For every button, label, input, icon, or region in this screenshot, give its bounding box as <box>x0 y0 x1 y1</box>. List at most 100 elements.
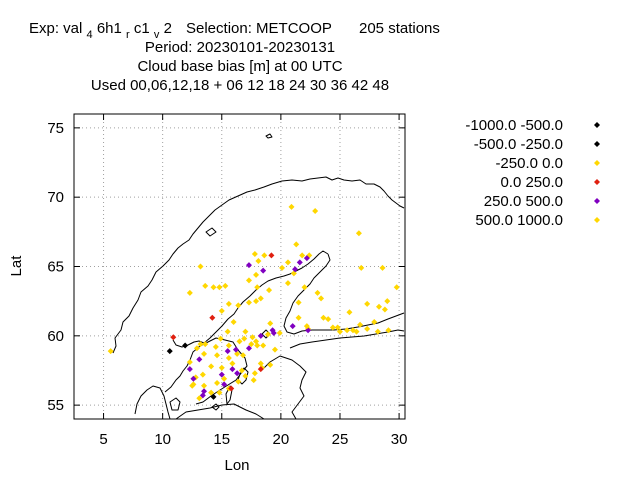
title-exp-prefix: Exp: val <box>29 20 82 37</box>
data-point-series-4 <box>234 370 241 377</box>
y-tick-label: 60 <box>47 328 64 345</box>
coastline-zealand <box>169 397 181 411</box>
data-point-series-2 <box>217 335 224 342</box>
data-point-series-4 <box>196 356 203 363</box>
data-point-series-2 <box>208 389 215 396</box>
title-exp-sub2: r <box>126 29 130 41</box>
data-point-series-3 <box>170 334 177 341</box>
title-exp-mid2: c1 <box>134 20 150 37</box>
data-points <box>107 203 400 402</box>
data-point-series-2 <box>196 395 203 402</box>
data-point-series-4 <box>303 255 310 262</box>
data-point-series-2 <box>320 314 327 321</box>
title-exp-sub1: 4 <box>87 29 93 41</box>
data-point-series-2 <box>293 241 300 248</box>
legend-marker <box>594 198 600 204</box>
data-point-series-2 <box>216 389 223 396</box>
data-point-series-2 <box>186 359 193 366</box>
legend: -1000.0 -500.0 -500.0 -250.0 -250.0 0.0 0.0… <box>465 117 600 229</box>
data-point-series-2 <box>250 377 257 384</box>
coastline-svalbard-islet <box>265 133 273 139</box>
title-selection: Selection: METCOOP <box>186 20 332 37</box>
data-point-series-1 <box>210 393 217 400</box>
data-point-series-4 <box>289 323 296 330</box>
coastline-denmark <box>134 385 171 420</box>
data-point-series-4 <box>245 262 252 269</box>
title-exp-sub3: v <box>154 29 160 41</box>
legend-marker <box>594 217 600 223</box>
legend-marker <box>594 122 600 128</box>
data-point-series-2 <box>284 280 291 287</box>
data-point-series-2 <box>212 343 219 350</box>
data-point-series-2 <box>248 341 255 348</box>
data-point-series-2 <box>334 324 341 331</box>
y-tick-label: 65 <box>47 259 64 276</box>
data-point-series-1 <box>166 348 173 355</box>
data-point-series-5 <box>349 327 356 334</box>
x-tick-label: 5 <box>99 431 107 448</box>
data-point-series-2 <box>295 299 302 306</box>
legend-marker <box>594 179 600 185</box>
title-stations: 205 stations <box>359 20 440 37</box>
chart-title: Exp: val 4 6h1 r c1 v 2 Selection: METCO… <box>29 20 440 94</box>
data-point-series-2 <box>257 295 264 302</box>
data-point-series-2 <box>221 375 228 382</box>
data-point-series-2 <box>329 324 336 331</box>
data-point-series-2 <box>236 338 243 345</box>
title-period: Period: 20230101-20230131 <box>145 39 335 56</box>
data-point-series-2 <box>375 303 382 310</box>
data-point-series-2 <box>267 361 274 368</box>
data-point-series-4 <box>270 330 277 337</box>
x-tick-label: 25 <box>332 431 349 448</box>
data-point-series-2 <box>253 298 260 305</box>
data-point-series-2 <box>355 230 362 237</box>
data-point-series-2 <box>241 335 248 342</box>
data-point-series-4 <box>245 345 252 352</box>
data-point-series-2 <box>222 282 229 289</box>
data-point-series-2 <box>288 203 295 210</box>
coastline-baltic <box>164 337 248 405</box>
data-point-series-2 <box>254 284 261 291</box>
coastline-bornholm <box>211 403 220 411</box>
data-point-series-2 <box>253 271 260 278</box>
y-axis-label: Lat <box>8 255 25 277</box>
data-point-series-3 <box>209 314 216 321</box>
legend-label: 250.0 500.0 <box>484 193 563 210</box>
title-exp-mid1: 6h1 <box>97 20 122 37</box>
data-point-series-5 <box>385 327 392 334</box>
data-point-series-2 <box>251 251 258 258</box>
x-tick-label: 30 <box>391 431 408 448</box>
data-point-series-5 <box>303 323 310 330</box>
data-point-series-2 <box>284 259 291 266</box>
data-point-series-2 <box>242 373 249 380</box>
data-point-series-2 <box>299 252 306 259</box>
data-point-series-4 <box>232 346 239 353</box>
data-point-series-2 <box>371 318 378 325</box>
data-point-series-4 <box>186 366 193 373</box>
data-point-series-2 <box>260 342 267 349</box>
data-point-series-2 <box>225 342 232 349</box>
title-quantity: Cloud base bias [m] at 00 UTC <box>137 58 342 75</box>
data-point-series-4 <box>218 371 225 378</box>
data-point-series-2 <box>214 352 221 359</box>
coastline-map <box>112 133 405 420</box>
data-point-series-2 <box>230 318 237 325</box>
data-point-series-4 <box>229 366 236 373</box>
data-point-series-2 <box>210 284 217 291</box>
data-point-series-2 <box>201 350 208 357</box>
data-point-series-3 <box>228 385 235 392</box>
data-point-series-4 <box>257 332 264 339</box>
data-point-series-2 <box>245 277 252 284</box>
legend-label: -500.0 -250.0 <box>474 136 563 153</box>
data-point-series-2 <box>214 379 221 386</box>
legend-marker <box>594 141 600 147</box>
coastline-latvia <box>261 355 307 420</box>
data-point-series-2 <box>254 342 261 349</box>
data-point-series-5 <box>384 298 391 305</box>
data-point-series-2 <box>235 302 242 309</box>
data-point-series-4 <box>292 266 299 273</box>
data-point-series-2 <box>216 284 223 291</box>
data-point-series-2 <box>336 328 343 335</box>
data-point-series-4 <box>296 259 303 266</box>
